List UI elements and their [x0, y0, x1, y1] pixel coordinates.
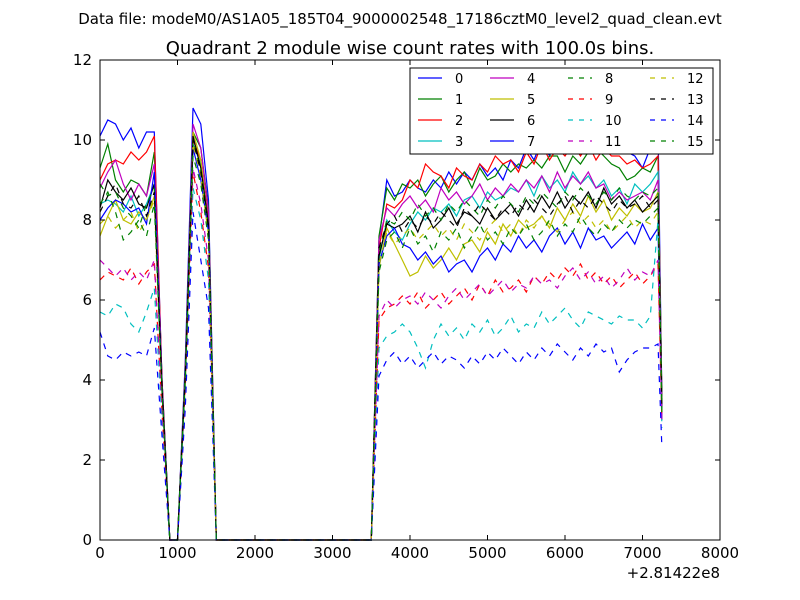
- y-tick-label: 4: [82, 371, 92, 389]
- legend-label-13: 13: [687, 93, 704, 108]
- y-tick-label: 12: [73, 51, 92, 69]
- x-tick-label: 1000: [158, 544, 196, 562]
- series-line-15: [99, 155, 663, 541]
- y-tick-label: 0: [82, 531, 92, 549]
- x-tick-label: 4000: [391, 544, 429, 562]
- legend-label-0: 0: [455, 72, 463, 87]
- legend-label-3: 3: [455, 135, 463, 150]
- y-tick-label: 10: [73, 131, 92, 149]
- legend-label-1: 1: [455, 93, 463, 108]
- x-tick-label: 2000: [236, 544, 274, 562]
- legend-label-12: 12: [687, 72, 704, 87]
- legend-label-5: 5: [527, 93, 535, 108]
- legend-frame: [409, 67, 714, 155]
- x-axis-offset-label: +2.81422e8: [627, 564, 720, 582]
- legend-label-7: 7: [527, 135, 535, 150]
- x-tick-label: 3000: [313, 544, 351, 562]
- x-axis: 0 1000 2000 3000 4000 5000 6000 7000 8000: [95, 60, 739, 562]
- series-line-13: [99, 139, 663, 541]
- chart-title: Quadrant 2 module wise count rates with …: [166, 38, 655, 59]
- chart-suptitle: Data file: modeM0/AS1A05_185T04_90000025…: [78, 10, 722, 29]
- y-tick-label: 2: [82, 451, 92, 469]
- y-tick-label: 6: [82, 291, 92, 309]
- legend-label-2: 2: [455, 114, 463, 129]
- x-tick-label: 8000: [701, 544, 739, 562]
- legend-label-8: 8: [605, 72, 613, 87]
- legend-label-6: 6: [527, 114, 535, 129]
- legend-label-11: 11: [605, 135, 622, 150]
- x-tick-label: 6000: [546, 544, 584, 562]
- legend-label-9: 9: [605, 93, 613, 108]
- legend-label-15: 15: [687, 135, 704, 150]
- x-tick-label: 7000: [623, 544, 661, 562]
- x-tick-label: 0: [95, 544, 105, 562]
- legend-label-10: 10: [605, 114, 622, 129]
- legend-label-4: 4: [527, 72, 535, 87]
- legend-label-14: 14: [687, 114, 704, 129]
- x-tick-label: 5000: [468, 544, 506, 562]
- y-tick-label: 8: [82, 211, 92, 229]
